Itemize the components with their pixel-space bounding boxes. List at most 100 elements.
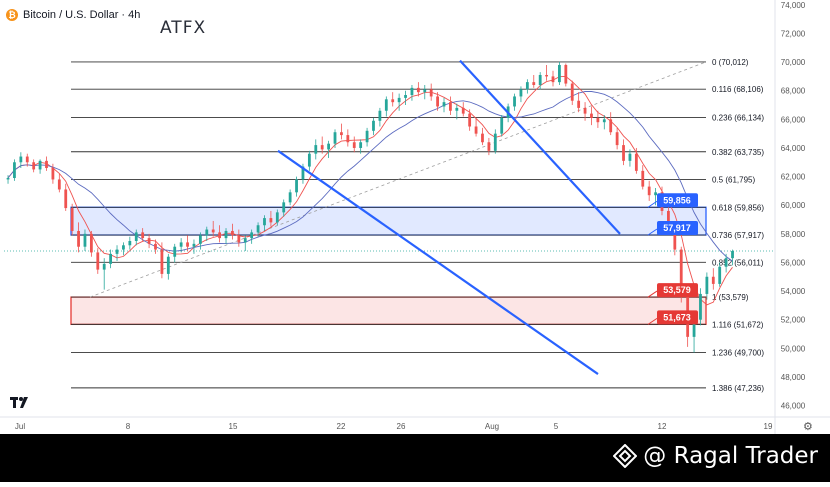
candle-body[interactable] xyxy=(51,168,55,180)
candle-body[interactable] xyxy=(6,178,10,180)
price-tag-box[interactable] xyxy=(657,221,698,236)
candle-body[interactable] xyxy=(224,230,228,239)
candle-body[interactable] xyxy=(288,192,292,203)
candle-body[interactable] xyxy=(186,242,189,247)
candle-body[interactable] xyxy=(647,186,651,196)
price-tag-box[interactable] xyxy=(657,193,698,208)
candle-body[interactable] xyxy=(160,249,164,274)
candle-body[interactable] xyxy=(256,225,260,233)
candle-body[interactable] xyxy=(474,126,478,134)
candle-body[interactable] xyxy=(340,132,343,136)
candle-body[interactable] xyxy=(89,233,93,253)
candle-body[interactable] xyxy=(250,232,254,239)
candle-body[interactable] xyxy=(192,243,196,247)
candle-body[interactable] xyxy=(70,208,74,231)
candle-body[interactable] xyxy=(673,223,677,250)
candle-body[interactable] xyxy=(198,235,202,244)
candle-body[interactable] xyxy=(487,142,491,151)
candle-body[interactable] xyxy=(429,89,433,97)
candle-body[interactable] xyxy=(307,153,311,167)
price-tag-box[interactable] xyxy=(657,310,698,325)
candle-body[interactable] xyxy=(711,276,715,284)
candle-body[interactable] xyxy=(295,179,298,193)
candle-body[interactable] xyxy=(391,99,395,103)
candle-body[interactable] xyxy=(77,230,80,247)
candle-body[interactable] xyxy=(590,113,593,118)
candle-body[interactable] xyxy=(128,240,132,246)
candle-body[interactable] xyxy=(609,119,613,133)
candle-body[interactable] xyxy=(615,132,619,146)
candle-body[interactable] xyxy=(397,97,401,103)
symbol-header[interactable]: ₿ Bitcoin / U.S. Dollar · 4h xyxy=(6,9,140,21)
candle-body[interactable] xyxy=(333,132,337,144)
candle-body[interactable] xyxy=(416,87,420,93)
candle-body[interactable] xyxy=(404,95,407,98)
candle-body[interactable] xyxy=(705,276,709,294)
candle-body[interactable] xyxy=(57,179,61,190)
candle-body[interactable] xyxy=(538,74,542,85)
candle-body[interactable] xyxy=(154,243,157,250)
candle-body[interactable] xyxy=(83,233,87,247)
candle-body[interactable] xyxy=(372,120,375,131)
candle-body[interactable] xyxy=(622,145,625,161)
settings-gear-icon[interactable]: ⚙ xyxy=(803,421,813,433)
candle-body[interactable] xyxy=(352,142,356,148)
candle-body[interactable] xyxy=(724,258,728,267)
price-tag-box[interactable] xyxy=(657,283,698,298)
candle-body[interactable] xyxy=(692,319,696,337)
candle-body[interactable] xyxy=(500,117,504,134)
zone-resistance[interactable] xyxy=(70,206,707,236)
candle-body[interactable] xyxy=(45,160,48,168)
candle-body[interactable] xyxy=(551,76,555,83)
candle-body[interactable] xyxy=(327,143,331,150)
candle-body[interactable] xyxy=(365,130,369,143)
zone-support[interactable] xyxy=(70,296,707,326)
candle-body[interactable] xyxy=(179,242,183,247)
candle-body[interactable] xyxy=(423,89,427,93)
candle-body[interactable] xyxy=(577,100,581,108)
candle-body[interactable] xyxy=(519,89,523,97)
candle-body[interactable] xyxy=(461,107,465,114)
candle-body[interactable] xyxy=(449,102,452,111)
candle-body[interactable] xyxy=(141,232,145,239)
candle-body[interactable] xyxy=(64,189,68,209)
candle-body[interactable] xyxy=(275,212,279,223)
candle-body[interactable] xyxy=(545,74,548,77)
candle-body[interactable] xyxy=(667,210,670,224)
candle-body[interactable] xyxy=(436,96,439,107)
candle-body[interactable] xyxy=(147,238,151,244)
candle-body[interactable] xyxy=(96,252,100,270)
candle-body[interactable] xyxy=(243,238,247,243)
candle-body[interactable] xyxy=(583,107,587,114)
candle-body[interactable] xyxy=(634,153,638,171)
candle-body[interactable] xyxy=(596,117,600,123)
candle-body[interactable] xyxy=(378,110,382,121)
candle-body[interactable] xyxy=(532,82,536,85)
candle-body[interactable] xyxy=(699,293,702,320)
candle-body[interactable] xyxy=(25,156,29,163)
candle-body[interactable] xyxy=(628,153,632,161)
candle-body[interactable] xyxy=(115,249,119,254)
candle-body[interactable] xyxy=(602,119,606,123)
candle-body[interactable] xyxy=(641,170,645,187)
candle-body[interactable] xyxy=(468,113,472,127)
candle-body[interactable] xyxy=(19,156,23,163)
candle-body[interactable] xyxy=(346,135,350,143)
candle-body[interactable] xyxy=(442,102,446,107)
candle-body[interactable] xyxy=(679,249,683,297)
candle-body[interactable] xyxy=(237,235,241,243)
candle-body[interactable] xyxy=(410,87,414,96)
candle-body[interactable] xyxy=(231,230,234,236)
candle-body[interactable] xyxy=(564,64,568,84)
candle-body[interactable] xyxy=(570,83,574,101)
upper-channel-line[interactable] xyxy=(459,59,621,235)
candle-body[interactable] xyxy=(38,160,42,170)
candle-body[interactable] xyxy=(134,232,138,241)
candle-body[interactable] xyxy=(211,229,215,233)
candle-body[interactable] xyxy=(122,245,125,250)
candle-body[interactable] xyxy=(301,166,305,180)
candle-body[interactable] xyxy=(13,162,16,179)
candle-body[interactable] xyxy=(173,246,177,257)
candle-body[interactable] xyxy=(558,64,561,83)
